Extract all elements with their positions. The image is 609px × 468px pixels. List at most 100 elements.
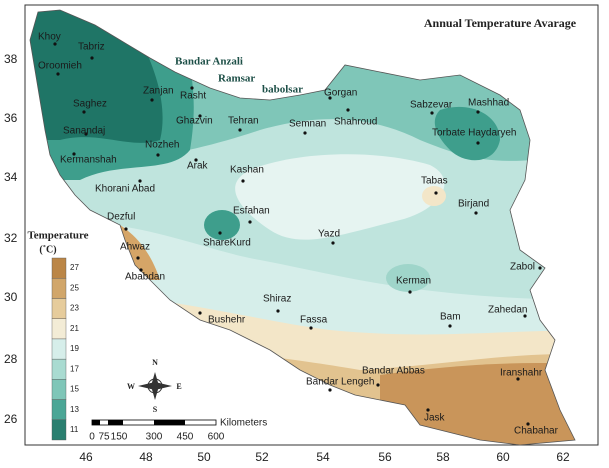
city-dot <box>53 42 57 46</box>
city-label: Dezful <box>107 212 135 223</box>
city-label: Tabas <box>421 176 448 187</box>
city-dot <box>346 108 350 112</box>
scale-label: 300 <box>146 432 163 443</box>
city-label: Sanandaj <box>63 126 105 137</box>
compass-north: N <box>152 358 158 367</box>
sea-label: Ramsar <box>218 73 255 85</box>
legend-swatch <box>51 257 67 279</box>
compass: N S E W <box>127 358 182 414</box>
city-dot <box>523 314 527 318</box>
city-dot <box>376 383 380 387</box>
city-label: Bushehr <box>208 315 246 326</box>
legend-swatch <box>51 379 67 400</box>
city-dot <box>218 231 222 235</box>
city-dot <box>474 211 478 215</box>
city-dot <box>198 114 202 118</box>
legend: Temperature (˚C) <box>27 230 88 256</box>
city-dot <box>156 153 160 157</box>
y-tick-label: 36 <box>4 111 18 125</box>
city-label: Zabol <box>510 262 535 273</box>
country-border <box>29 9 576 446</box>
x-tick-label: 52 <box>255 450 269 464</box>
city-label: Arak <box>187 161 209 172</box>
city-label: Kashan <box>230 165 264 176</box>
legend-tick-label: 11 <box>70 425 79 434</box>
x-tick-label: 62 <box>556 450 570 464</box>
city-label: Ababdan <box>125 272 165 283</box>
legend-tick-label: 23 <box>70 304 79 313</box>
city-label: Shiraz <box>263 294 291 305</box>
legend-tick-label: 27 <box>70 263 79 272</box>
city-dot <box>241 179 245 183</box>
city-dot <box>430 111 434 115</box>
city-label: Tabriz <box>78 42 105 53</box>
scale-label: 0 <box>89 432 95 443</box>
legend-title: Temperature <box>27 230 88 242</box>
city-label: Shahroud <box>334 117 377 128</box>
city-dot <box>150 98 154 102</box>
legend-tick-label: 13 <box>70 405 79 414</box>
y-tick-label: 26 <box>4 412 18 426</box>
x-tick-label: 54 <box>316 450 330 464</box>
city-label: Bandar Abbas <box>362 366 425 377</box>
city-label: Saghez <box>73 99 107 110</box>
city-label: Nozheh <box>145 140 179 151</box>
legend-tick-label: 17 <box>70 364 79 373</box>
scale-unit: Kilometers <box>220 418 267 429</box>
city-label: ShareKurd <box>203 238 251 249</box>
city-dot <box>136 256 140 260</box>
y-tick-label: 30 <box>4 290 18 304</box>
scale-label: 150 <box>111 432 128 443</box>
city-label: Kermanshah <box>60 155 117 166</box>
x-tick-label: 48 <box>139 450 153 464</box>
city-label: Jask <box>424 413 446 424</box>
city-dot <box>328 388 332 392</box>
city-label: Semnan <box>289 119 326 130</box>
sea-label: babolsar <box>262 84 303 96</box>
x-tick-label: 50 <box>197 450 211 464</box>
city-dot <box>516 377 520 381</box>
legend-unit: (˚C) <box>39 244 56 255</box>
city-label: Fassa <box>300 315 328 326</box>
city-dot <box>303 131 307 135</box>
city-dot <box>56 72 60 76</box>
scale-label: 450 <box>177 432 194 443</box>
city-label: Esfahan <box>233 206 270 217</box>
city-label: Khorani Abad <box>95 184 155 195</box>
city-dot <box>426 408 430 412</box>
map-title: Annual Temperature Avarage <box>424 16 577 30</box>
city-label: Oroomieh <box>38 61 82 72</box>
y-tick-label: 32 <box>4 231 18 245</box>
city-dot <box>328 96 332 100</box>
city-label: Torbate Haydaryeh <box>432 128 517 139</box>
city-label: Zanjan <box>143 86 174 97</box>
city-dot <box>198 311 202 315</box>
x-tick-label: 46 <box>79 450 93 464</box>
city-label: Bam <box>440 312 461 323</box>
legend-swatch <box>51 318 67 340</box>
city-dot <box>238 128 242 132</box>
legend-swatch <box>51 338 67 360</box>
compass-west: W <box>127 382 135 391</box>
city-label: Rasht <box>180 91 206 102</box>
city-dot <box>248 220 252 224</box>
city-label: Tehran <box>228 116 259 127</box>
city-label: Ghazvin <box>176 116 213 127</box>
city-label: Chabahar <box>514 426 559 437</box>
city-label: Iranshahr <box>500 368 543 379</box>
city-dot <box>276 309 280 313</box>
city-dot <box>194 158 198 162</box>
sea-label: Bandar Anzali <box>175 56 243 68</box>
x-tick-label: 56 <box>378 450 392 464</box>
city-label: Gorgan <box>324 88 357 99</box>
compass-east: E <box>176 382 181 391</box>
legend-tick-label: 25 <box>70 283 79 292</box>
y-tick-label: 28 <box>4 352 18 366</box>
city-label: Khoy <box>38 32 61 43</box>
x-tick-label: 58 <box>436 450 450 464</box>
city-label: Sabzevar <box>410 100 453 111</box>
y-tick-label: 38 <box>4 52 18 66</box>
city-dot <box>331 241 335 245</box>
city-dot <box>434 191 438 195</box>
